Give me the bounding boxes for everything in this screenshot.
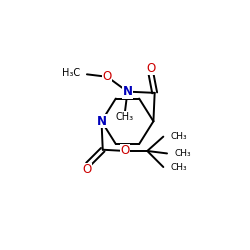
Text: O: O <box>120 144 130 158</box>
Text: CH₃: CH₃ <box>170 162 187 172</box>
Text: CH₃: CH₃ <box>116 112 134 122</box>
Text: N: N <box>122 85 132 98</box>
Text: H₃C: H₃C <box>62 68 80 78</box>
Text: O: O <box>146 62 156 75</box>
Text: CH₃: CH₃ <box>171 132 187 141</box>
Text: N: N <box>96 115 106 128</box>
Text: CH₃: CH₃ <box>174 149 191 158</box>
Text: O: O <box>102 70 112 83</box>
Text: O: O <box>82 164 91 176</box>
